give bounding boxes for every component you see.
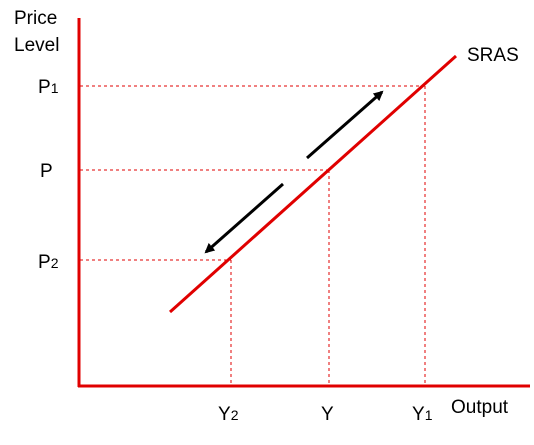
output-label-y: Y — [321, 404, 334, 425]
price-label-p2: P2 — [38, 252, 59, 273]
arrow-up-along-curve — [306, 90, 384, 160]
sras-label: SRAS — [467, 45, 519, 66]
x-axis-title: Output — [451, 397, 509, 418]
output-label-y2: Y2 — [218, 404, 239, 425]
output-label-y1: Y1 — [412, 404, 433, 425]
sras-curve — [168, 54, 458, 314]
price-label-p1: P1 — [38, 77, 59, 98]
y-axis-title-line2: Level — [14, 35, 59, 56]
y-axis-title-line1: Price — [14, 8, 57, 29]
price-label-p: P — [40, 161, 53, 182]
arrow-down-along-curve — [204, 182, 284, 254]
